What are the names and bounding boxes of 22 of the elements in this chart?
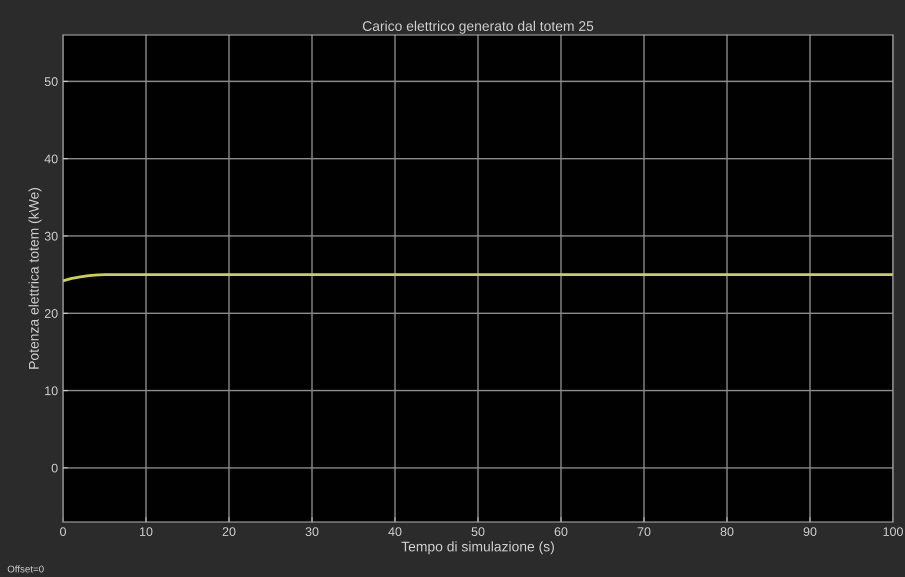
- x-tick-label: 50: [472, 527, 484, 536]
- x-tick-label: 40: [388, 527, 402, 536]
- x-tick-label: 70: [638, 527, 650, 536]
- x-tick-label: 60: [554, 527, 568, 536]
- line-series: [63, 273, 893, 282]
- x-tick-label: 90: [804, 527, 816, 536]
- y-tick-label: 10: [45, 386, 58, 396]
- y-tick-label: 50: [44, 77, 58, 86]
- y-tick-label: 40: [44, 154, 58, 164]
- x-tick-label: 20: [222, 527, 236, 536]
- x-tick-label: 30: [306, 527, 318, 536]
- x-tick-label: 10: [140, 527, 152, 536]
- x-axis-title: Tempo di simulazione (s): [402, 541, 554, 554]
- text: Offset=0: [8, 565, 44, 572]
- y-tick-label: 0: [52, 464, 58, 473]
- x-tick-label: 80: [720, 527, 734, 536]
- y-tick-label: 20: [44, 309, 58, 318]
- chart-title: Carico elettrico generato dal totem 25: [362, 20, 594, 34]
- y-tick-label: 30: [44, 232, 58, 241]
- x-tick-label: 0: [60, 527, 66, 536]
- y-axis-title: Potenza elettrica totem (kWe): [28, 188, 42, 369]
- x-tick-label: 100: [884, 527, 903, 536]
